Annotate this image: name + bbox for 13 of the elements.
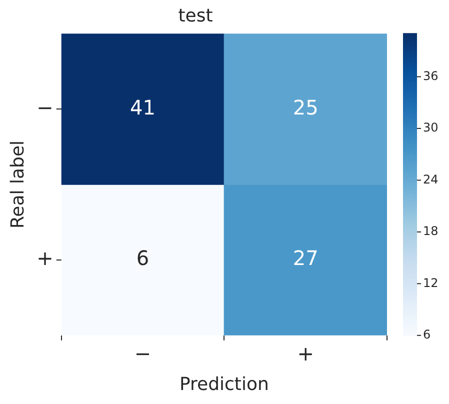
data-label: 27 xyxy=(292,246,318,270)
color-bar-label: 30 xyxy=(423,120,438,135)
data-label: 41 xyxy=(130,95,156,120)
color-bar-label: 6 xyxy=(423,328,431,342)
color-bar-label: 18 xyxy=(423,224,438,238)
x-axis-title: Prediction xyxy=(179,374,269,395)
chart-title: test xyxy=(178,5,213,26)
color-bar-label: 24 xyxy=(423,172,438,186)
data-label: 25 xyxy=(292,95,318,120)
color-bar-label: 12 xyxy=(423,276,438,290)
y-axis-title: Real label xyxy=(7,140,28,229)
data-label: 6 xyxy=(136,246,150,270)
color-bar-label: 36 xyxy=(423,68,438,83)
